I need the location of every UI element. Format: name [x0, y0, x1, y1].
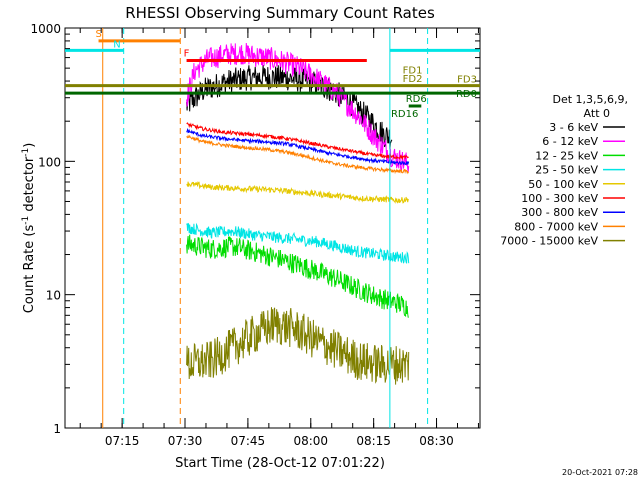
legend-item-label: 12 - 25 keV	[535, 149, 598, 162]
status-bar-label: FD2	[403, 74, 423, 85]
series-line	[186, 234, 409, 318]
y-axis-label-sup2: -1	[21, 148, 31, 157]
x-tick-label: 07:15	[105, 434, 140, 448]
data-layer	[186, 42, 410, 385]
y-axis-label-main: Count Rate (s	[22, 225, 37, 314]
axis-layer: 1 10 100 1000 07:15 07:30 07:45 08:00 08:15 08:30	[30, 22, 480, 448]
legend-item-label: 50 - 100 keV	[528, 178, 598, 191]
y-axis-label-tail: detector	[22, 156, 37, 216]
y-tick-label: 10	[46, 289, 61, 303]
footer-timestamp: 20-Oct-2021 07:28	[562, 468, 638, 477]
plot-frame	[64, 27, 481, 429]
chart-title: RHESSI Observing Summary Count Rates	[125, 4, 435, 22]
y-tick-label: 1	[53, 422, 61, 436]
y-axis-label-sup: -1	[21, 216, 31, 225]
x-axis-label: Start Time (28-Oct-12 07:01:22)	[175, 456, 385, 471]
series-line	[186, 122, 409, 161]
status-bar-label: RD0	[456, 89, 477, 100]
legend-item-label: 7000 - 15000 keV	[500, 235, 598, 248]
y-axis-label: Count Rate (s-1 detector-1)	[21, 143, 37, 314]
legend-item-label: 3 - 6 keV	[549, 121, 598, 134]
status-bar-label: RD16	[391, 109, 418, 120]
x-tick-label: 07:30	[168, 434, 203, 448]
x-tick-label: 08:00	[293, 434, 328, 448]
status-bar-label: FD3	[457, 75, 477, 86]
series-line	[186, 127, 410, 166]
series-line	[186, 307, 410, 385]
y-tick-label: 1000	[30, 22, 61, 36]
status-bar-label: FD1	[403, 65, 423, 76]
x-tick-label: 08:30	[419, 434, 454, 448]
series-line	[186, 134, 409, 175]
status-bar-label: F	[184, 49, 190, 60]
series-line	[186, 180, 409, 204]
status-bar-label: S	[96, 29, 102, 40]
legend-header: Det 1,3,5,6,9,	[552, 93, 628, 106]
legend-item-label: 6 - 12 keV	[542, 135, 598, 148]
legend-item-label: 25 - 50 keV	[535, 164, 598, 177]
y-tick-label: 100	[38, 155, 61, 169]
x-tick-label: 08:15	[356, 434, 391, 448]
series-line	[186, 42, 410, 173]
y-axis-label-end: )	[22, 143, 37, 148]
legend-item-label: 300 - 800 keV	[521, 206, 598, 219]
legend-item-label: 800 - 7000 keV	[514, 220, 598, 233]
legend-subheader: Att 0	[584, 107, 610, 120]
legend-item-label: 100 - 300 keV	[521, 192, 598, 205]
x-tick-label: 07:45	[231, 434, 266, 448]
status-bar-label: N	[113, 39, 120, 50]
status-bar-label: RD6	[406, 94, 427, 105]
series-line	[186, 222, 410, 264]
